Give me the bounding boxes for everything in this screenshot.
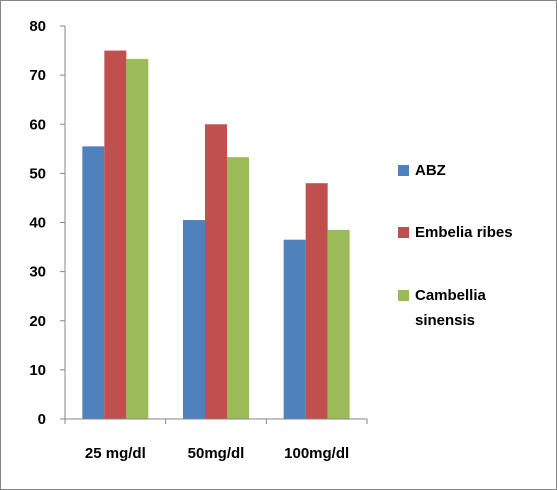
x-tick-label: 25 mg/dl xyxy=(85,445,146,462)
legend-label: Cambellia sinensis xyxy=(415,287,487,329)
y-tick-label: 60 xyxy=(29,116,46,133)
y-tick-label: 50 xyxy=(29,165,46,182)
y-tick-label: 20 xyxy=(29,313,46,330)
bars-group xyxy=(82,50,350,419)
bar-embelia-ribes xyxy=(104,50,127,419)
bar-abz xyxy=(183,220,205,419)
legend-label: Embelia ribes xyxy=(415,224,513,241)
y-tick-label: 10 xyxy=(29,362,46,379)
bar-embelia-ribes xyxy=(305,183,328,419)
y-tick-label: 30 xyxy=(29,264,46,281)
legend: ABZ Embelia ribes Cambellia sinensis xyxy=(398,162,513,329)
bar-abz xyxy=(82,146,105,419)
y-tick-label: 70 xyxy=(29,67,46,84)
legend-label: ABZ xyxy=(415,162,446,179)
x-tick-label: 50mg/dl xyxy=(188,445,245,462)
y-axis-ticks: 0 10 20 30 40 50 60 70 80 xyxy=(29,18,65,428)
x-tick-label: 100mg/dl xyxy=(284,445,349,462)
y-tick-label: 40 xyxy=(29,215,46,232)
bar-cambellia-sinensis xyxy=(227,157,249,419)
legend-swatch xyxy=(398,290,409,301)
bar-embelia-ribes xyxy=(205,124,227,419)
y-tick-label: 80 xyxy=(29,18,46,35)
legend-swatch xyxy=(398,227,409,238)
bar-cambellia-sinensis xyxy=(327,229,350,419)
bar-abz xyxy=(283,239,306,419)
x-axis-ticks: 25 mg/dl 50mg/dl 100mg/dl xyxy=(64,419,368,462)
legend-swatch xyxy=(398,165,409,176)
y-tick-label: 0 xyxy=(38,411,46,428)
bar-cambellia-sinensis xyxy=(126,58,149,419)
